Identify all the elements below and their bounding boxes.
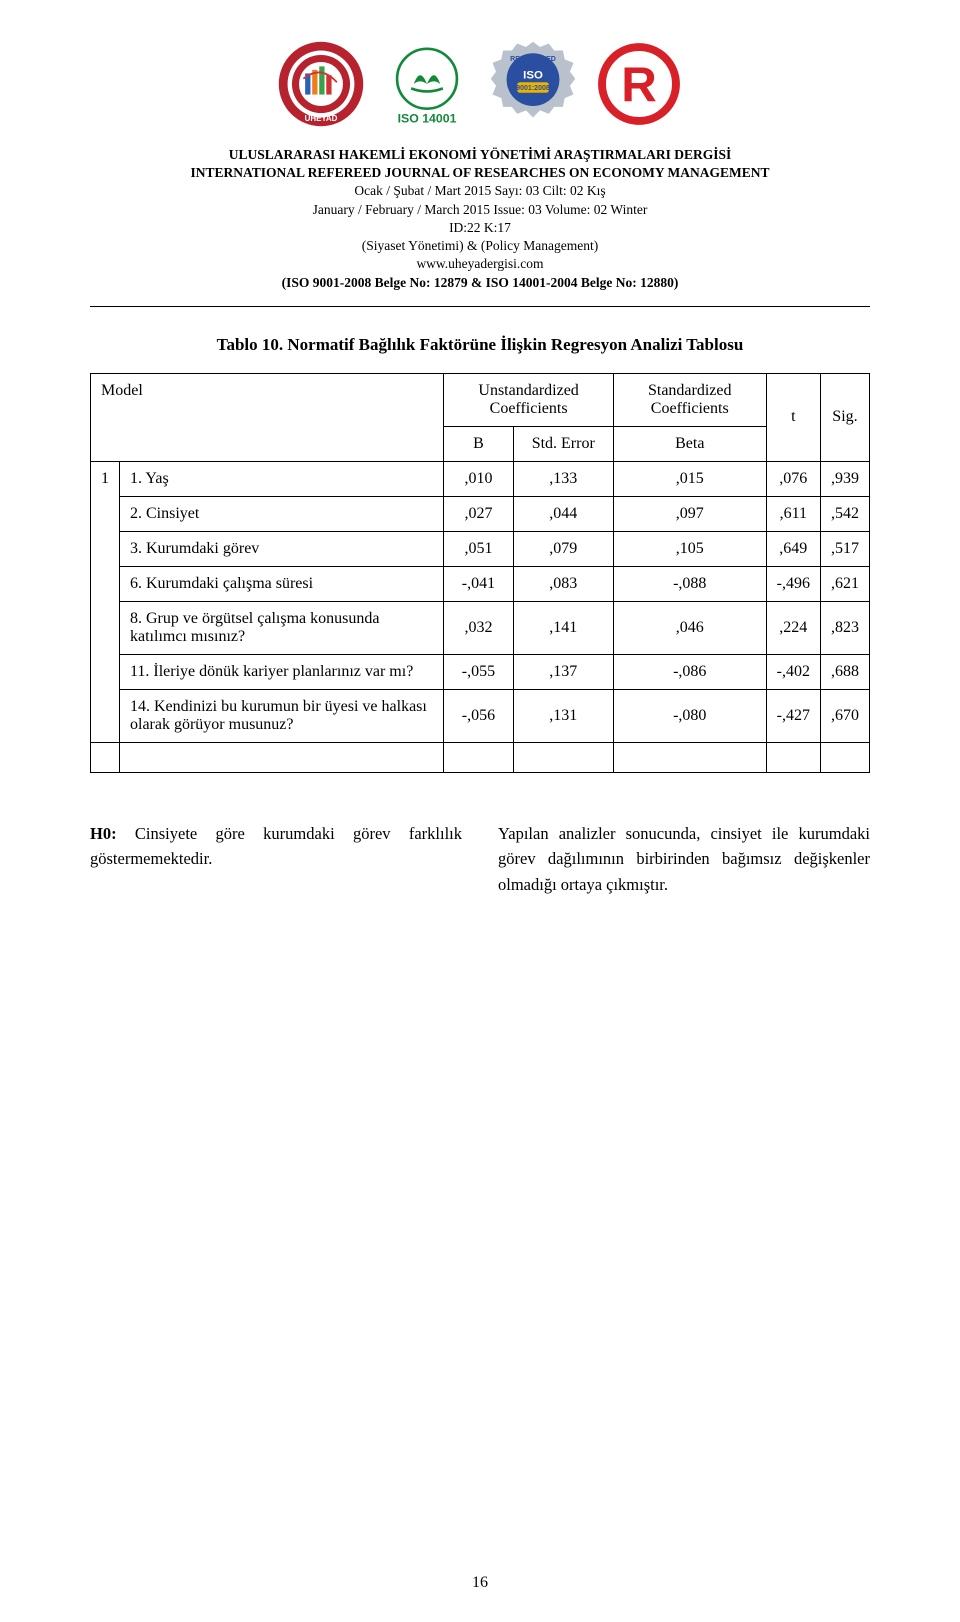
row-label: 11. İleriye dönük kariyer planlarınız va…: [120, 654, 444, 689]
h0-label: H0:: [90, 824, 117, 843]
row-label: 1. Yaş: [120, 461, 444, 496]
empty-row: [91, 742, 870, 772]
table-row: 6. Kurumdaki çalışma süresi -,041 ,083 -…: [91, 566, 870, 601]
row-beta: ,015: [613, 461, 766, 496]
page-number: 16: [0, 1574, 960, 1592]
analysis-text: Yapılan analizler sonucunda, cinsiyet il…: [498, 821, 870, 898]
row-sig: ,939: [820, 461, 869, 496]
table-header-row-1: Model Unstandardized Coefficients Standa…: [91, 373, 870, 426]
row-se: ,044: [513, 496, 613, 531]
row-b: -,041: [444, 566, 513, 601]
row-b: -,055: [444, 654, 513, 689]
issue-info-en: January / February / March 2015 Issue: 0…: [90, 201, 870, 219]
row-label: 6. Kurumdaki çalışma süresi: [120, 566, 444, 601]
id-line: ID:22 K:17: [90, 219, 870, 237]
row-beta: ,105: [613, 531, 766, 566]
row-beta: -,088: [613, 566, 766, 601]
iso-cert-line: (ISO 9001-2008 Belge No: 12879 & ISO 140…: [90, 274, 870, 292]
table-row: 3. Kurumdaki görev ,051 ,079 ,105 ,649 ,…: [91, 531, 870, 566]
row-se: ,079: [513, 531, 613, 566]
row-sig: ,823: [820, 601, 869, 654]
row-beta: ,046: [613, 601, 766, 654]
header-divider: [90, 306, 870, 307]
row-label: 3. Kurumdaki görev: [120, 531, 444, 566]
right-column: Yapılan analizler sonucunda, cinsiyet il…: [498, 821, 870, 898]
h0-text: Cinsiyete göre kurumdaki görev farklılık…: [90, 824, 462, 869]
row-se: ,133: [513, 461, 613, 496]
t-header: t: [766, 373, 820, 461]
row-label: 8. Grup ve örgütsel çalışma konusunda ka…: [120, 601, 444, 654]
group-index-cell: 1: [91, 461, 120, 742]
row-beta: ,097: [613, 496, 766, 531]
row-sig: ,688: [820, 654, 869, 689]
iso14001-badge-icon: ISO 14001: [383, 40, 471, 128]
model-header: Model: [91, 373, 444, 461]
topic-line: (Siyaset Yönetimi) & (Policy Management): [90, 237, 870, 255]
std-header: Standardized Coefficients: [613, 373, 766, 426]
unstd-header: Unstandardized Coefficients: [444, 373, 614, 426]
row-sig: ,517: [820, 531, 869, 566]
beta-header: Beta: [613, 426, 766, 461]
row-sig: ,621: [820, 566, 869, 601]
b-header: B: [444, 426, 513, 461]
journal-title-tr: ULUSLARARASI HAKEMLİ EKONOMİ YÖNETİMİ AR…: [90, 146, 870, 164]
sig-header: Sig.: [820, 373, 869, 461]
table-row: 14. Kendinizi bu kurumun bir üyesi ve ha…: [91, 689, 870, 742]
journal-title-en: INTERNATIONAL REFEREED JOURNAL OF RESEAR…: [90, 164, 870, 182]
hypothesis-text: H0: Cinsiyete göre kurumdaki görev farkl…: [90, 821, 462, 872]
row-se: ,141: [513, 601, 613, 654]
svg-text:9001:2008: 9001:2008: [516, 85, 550, 92]
row-se: ,137: [513, 654, 613, 689]
row-label: 14. Kendinizi bu kurumun bir üyesi ve ha…: [120, 689, 444, 742]
journal-header: ULUSLARARASI HAKEMLİ EKONOMİ YÖNETİMİ AR…: [90, 146, 870, 292]
registered-r-icon: R: [595, 40, 683, 128]
table-row: 1 1. Yaş ,010 ,133 ,015 ,076 ,939: [91, 461, 870, 496]
issue-info-tr: Ocak / Şubat / Mart 2015 Sayı: 03 Cilt: …: [90, 182, 870, 200]
row-t: -,402: [766, 654, 820, 689]
row-se: ,083: [513, 566, 613, 601]
row-beta: -,080: [613, 689, 766, 742]
left-column: H0: Cinsiyete göre kurumdaki görev farkl…: [90, 821, 462, 898]
row-beta: -,086: [613, 654, 766, 689]
uheyad-badge-icon: UHEYAD: [277, 40, 365, 128]
stderr-header: Std. Error: [513, 426, 613, 461]
row-sig: ,542: [820, 496, 869, 531]
row-b: ,032: [444, 601, 513, 654]
svg-text:ISO: ISO: [523, 70, 543, 82]
row-t: ,076: [766, 461, 820, 496]
row-t: -,427: [766, 689, 820, 742]
svg-text:ISO 14001: ISO 14001: [398, 112, 457, 126]
table-row: 8. Grup ve örgütsel çalışma konusunda ka…: [91, 601, 870, 654]
row-label: 2. Cinsiyet: [120, 496, 444, 531]
row-t: ,649: [766, 531, 820, 566]
row-b: ,010: [444, 461, 513, 496]
svg-text:REGISTERED: REGISTERED: [510, 56, 556, 63]
svg-text:R: R: [621, 58, 657, 113]
row-b: ,051: [444, 531, 513, 566]
badge-row: UHEYAD ISO 14001 REGISTERED ISO 9001:200…: [90, 40, 870, 128]
table-row: 2. Cinsiyet ,027 ,044 ,097 ,611 ,542: [91, 496, 870, 531]
svg-text:UHEYAD: UHEYAD: [305, 114, 338, 123]
row-sig: ,670: [820, 689, 869, 742]
table-title: Tablo 10. Normatif Bağlılık Faktörüne İl…: [90, 335, 870, 355]
row-t: ,611: [766, 496, 820, 531]
regression-table: Model Unstandardized Coefficients Standa…: [90, 373, 870, 773]
row-b: ,027: [444, 496, 513, 531]
website-line: www.uheyadergisi.com: [90, 255, 870, 273]
row-se: ,131: [513, 689, 613, 742]
iso-seal-badge-icon: REGISTERED ISO 9001:2008: [489, 40, 577, 128]
body-columns: H0: Cinsiyete göre kurumdaki görev farkl…: [90, 821, 870, 898]
table-row: 11. İleriye dönük kariyer planlarınız va…: [91, 654, 870, 689]
row-t: -,496: [766, 566, 820, 601]
row-b: -,056: [444, 689, 513, 742]
row-t: ,224: [766, 601, 820, 654]
